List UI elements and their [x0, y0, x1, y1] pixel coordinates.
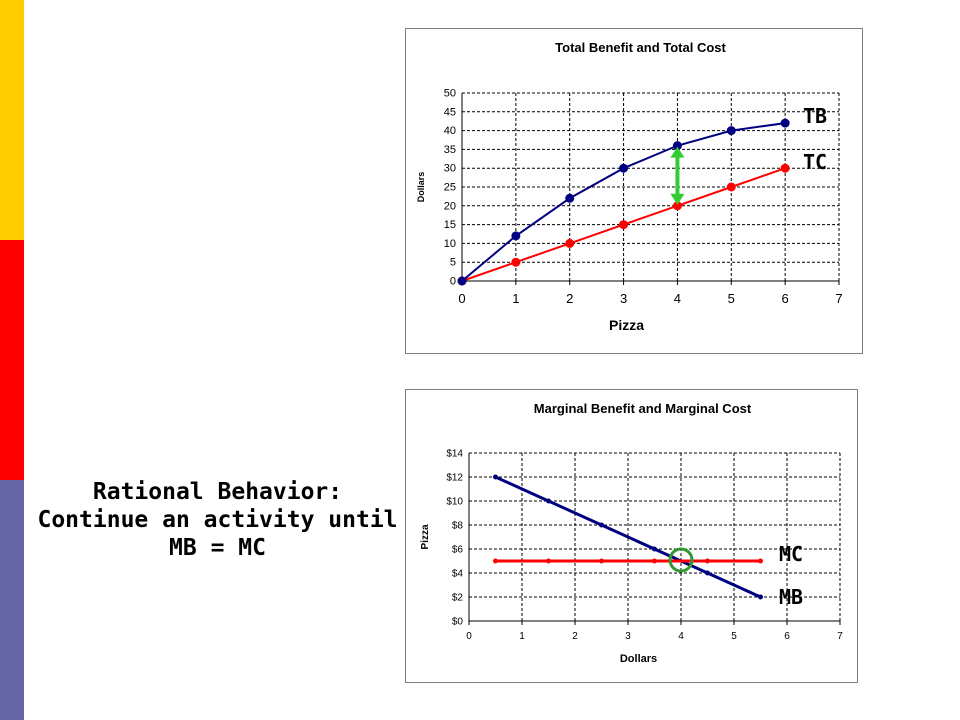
y-tick-label: 35 [444, 144, 456, 156]
data-point-mb [493, 474, 498, 480]
data-point-mb [599, 522, 604, 528]
data-point-tc [672, 201, 682, 211]
data-point-tb [511, 231, 521, 241]
y-tick-label: 25 [444, 182, 456, 194]
chart-total-svg: Total Benefit and Total Cost051015202530… [416, 40, 843, 333]
data-point-mb [652, 546, 657, 552]
data-point-mc [599, 558, 604, 564]
headline: Rational Behavior: Continue an activity … [30, 478, 405, 562]
difference-arrow-head-up [670, 146, 685, 158]
sidebar-strip-purple [0, 480, 24, 720]
y-axis-title: Dollars [416, 172, 426, 203]
series-label-tb: TB [803, 104, 828, 128]
sidebar-strip-red [0, 240, 24, 480]
y-tick-label: $0 [452, 617, 464, 628]
x-tick-label: 1 [512, 291, 519, 306]
y-tick-label: $10 [446, 497, 463, 508]
y-tick-label: $6 [452, 545, 464, 556]
x-tick-label: 5 [728, 291, 735, 306]
y-tick-label: $12 [446, 473, 463, 484]
x-tick-label: 1 [519, 631, 525, 642]
data-point-tb [780, 118, 790, 128]
x-tick-label: 5 [731, 631, 737, 642]
data-point-tc [726, 182, 736, 192]
series-label-mc: MC [779, 542, 804, 566]
y-tick-label: 45 [444, 106, 456, 118]
y-axis-title: Pizza [420, 524, 431, 549]
y-tick-label: $4 [452, 569, 464, 580]
x-tick-label: 6 [784, 631, 790, 642]
headline-line-3: MB = MC [169, 535, 266, 561]
x-axis-title: Dollars [620, 653, 657, 665]
data-point-mc [652, 558, 657, 564]
x-tick-label: 6 [782, 291, 789, 306]
y-tick-label: 5 [450, 257, 456, 269]
sidebar-strip-yellow [0, 0, 24, 240]
y-tick-label: 40 [444, 125, 456, 137]
x-tick-label: 0 [466, 631, 472, 642]
y-tick-label: 10 [444, 238, 456, 250]
series-label-tc: TC [803, 150, 828, 174]
data-point-mc [705, 558, 710, 564]
x-tick-label: 2 [566, 291, 573, 306]
data-point-mc [546, 558, 551, 564]
data-point-mb [546, 498, 551, 504]
y-tick-label: 20 [444, 200, 456, 212]
chart-title: Total Benefit and Total Cost [555, 40, 726, 55]
data-point-tb [619, 163, 629, 173]
headline-line-2: Continue an activity until [37, 507, 398, 533]
headline-line-1: Rational Behavior: [92, 479, 343, 505]
series-line-tb [461, 122, 786, 282]
intersection-circle [668, 547, 694, 573]
y-tick-label: $8 [452, 521, 464, 532]
x-tick-label: 3 [620, 291, 627, 306]
chart-marginal-svg: Marginal Benefit and Marginal Cost $0 $2 $4… [420, 401, 843, 665]
chart-title: Marginal Benefit and Marginal Cost [534, 401, 752, 416]
y-tick-label: $14 [446, 449, 463, 460]
data-point-mb [758, 594, 763, 600]
x-tick-label: 4 [678, 631, 684, 642]
data-point-mc [493, 558, 498, 564]
x-tick-label: 4 [674, 291, 681, 306]
data-point-tb [672, 141, 682, 151]
y-tick-label: 30 [444, 163, 456, 175]
series-label-mb: MB [779, 585, 804, 609]
data-point-tb [457, 276, 467, 286]
series-line-mb [494, 475, 762, 599]
data-point-tc [780, 163, 790, 173]
x-tick-label: 0 [458, 291, 465, 306]
x-tick-label: 7 [837, 631, 843, 642]
difference-arrow-head-down [670, 193, 685, 205]
data-point-tb [565, 193, 575, 203]
data-point-mc [758, 558, 763, 564]
y-tick-label: 15 [444, 219, 456, 231]
x-tick-label: 7 [835, 291, 842, 306]
chart-total-benefit-total-cost: Total Benefit and Total Cost 0 5 10 15 20 25 30… [405, 28, 863, 354]
y-tick-label: 50 [444, 88, 456, 100]
data-point-mb [705, 570, 710, 576]
data-point-tb [726, 126, 736, 136]
data-point-tc [619, 220, 629, 230]
x-tick-label: 3 [625, 631, 631, 642]
x-axis-title: Pizza [609, 317, 644, 333]
x-tick-label: 2 [572, 631, 578, 642]
chart-marginal-benefit-marginal-cost: Marginal Benefit and Marginal Cost $0 $2 $4… [405, 389, 858, 683]
y-tick-label: 0 [450, 276, 456, 288]
data-point-tc [511, 257, 521, 267]
data-point-tc [565, 238, 575, 248]
y-tick-label: $2 [452, 593, 464, 604]
